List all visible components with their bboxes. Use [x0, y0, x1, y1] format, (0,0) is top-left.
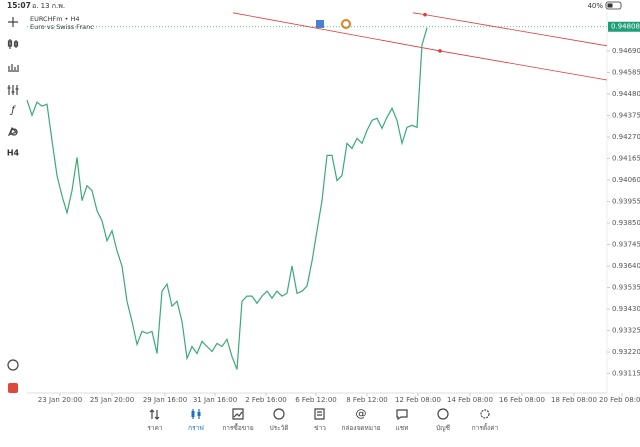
nav-icon[interactable]: [314, 408, 325, 420]
y-tick-label: 0.93220: [612, 348, 640, 356]
object-marker[interactable]: [316, 20, 324, 28]
settings-tool[interactable]: [7, 85, 19, 95]
x-tick-label: 31 Jan 16:00: [193, 396, 237, 404]
nav-label[interactable]: แชท: [396, 424, 409, 432]
object-marker[interactable]: [341, 19, 351, 29]
chart-symbol: EURCHFm • H4: [30, 15, 80, 23]
crosshair-tool[interactable]: [8, 17, 18, 27]
y-tick-label: 0.93745: [612, 240, 640, 248]
nav-label[interactable]: ประวัติ: [270, 424, 289, 432]
y-tick-label: 0.93850: [612, 219, 640, 227]
nav-icons: @: [149, 407, 490, 421]
y-tick-label: 0.93955: [612, 197, 640, 205]
y-tick-label: 0.94690: [612, 47, 640, 55]
nav-label[interactable]: บัญชี: [436, 424, 451, 432]
y-tick-label: 0.94165: [612, 154, 640, 162]
last-price-box: [608, 21, 640, 32]
x-tick-label: 6 Feb 12:00: [295, 396, 336, 404]
nav-icon[interactable]: [191, 411, 195, 417]
nav-icon[interactable]: [437, 408, 449, 420]
y-tick-label: 0.93430: [612, 305, 640, 313]
chart-description: Euro vs Swiss Franc: [30, 23, 94, 31]
last-price-label: 0.94808: [611, 23, 640, 31]
y-tick-label: 0.94270: [612, 133, 640, 141]
nav-label[interactable]: กราฟ: [188, 424, 204, 432]
y-tick-label: 0.94375: [612, 111, 640, 119]
trendline-anchor[interactable]: [423, 12, 427, 17]
y-tick-label: 0.94585: [612, 68, 640, 76]
x-tick-label: 23 Jan 20:00: [38, 396, 82, 404]
nav-icon[interactable]: [232, 408, 244, 420]
battery-icon: [605, 1, 622, 10]
left-toolbar: ƒ H4: [7, 17, 20, 393]
y-tick-label: 0.93115: [612, 370, 640, 378]
x-tick-label: 12 Feb 08:00: [395, 396, 441, 404]
indicator-tool[interactable]: [8, 64, 19, 72]
x-tick-label: 14 Feb 08:00: [447, 396, 493, 404]
x-tick-label: 25 Jan 20:00: [90, 396, 134, 404]
x-tick-label: 29 Jan 16:00: [143, 396, 187, 404]
battery-level: [607, 3, 613, 8]
x-tick-label: 16 Feb 08:00: [499, 396, 545, 404]
y-tick-label: 0.93535: [612, 284, 640, 292]
y-tick-label: 0.93640: [612, 262, 640, 270]
nav-icon[interactable]: @: [356, 407, 367, 420]
timeframe-button[interactable]: H4: [7, 149, 20, 158]
signal-tool[interactable]: [7, 359, 19, 371]
function-tool[interactable]: ƒ: [9, 105, 16, 116]
y-tick-label: 0.93325: [612, 327, 640, 335]
trendline-anchor[interactable]: [438, 49, 442, 53]
y-tick-label: 0.94060: [612, 176, 640, 184]
nav-label[interactable]: ราคา: [147, 424, 162, 432]
nav-icon[interactable]: [480, 409, 490, 419]
x-tick-label: 8 Feb 12:00: [346, 396, 387, 404]
price-line: [26, 27, 428, 370]
status-date: อ. 13 ก.พ.: [32, 2, 65, 10]
y-tick-label: 0.94480: [612, 90, 640, 98]
x-tick-label: 20 Feb 08:00: [599, 396, 640, 404]
nav-label[interactable]: การซื้อขาย: [222, 423, 253, 432]
status-battery: 40%: [587, 2, 603, 10]
x-tick-label: 2 Feb 16:00: [245, 396, 286, 404]
nav-label[interactable]: กล่องจดหมาย: [341, 424, 380, 432]
nav-icon[interactable]: [149, 409, 160, 420]
nav-label[interactable]: การตั้งค่า: [472, 423, 499, 432]
status-time: 15:07: [7, 1, 31, 10]
nav-icon[interactable]: [396, 409, 408, 421]
app-icon[interactable]: [8, 383, 18, 393]
shapes-tool[interactable]: [7, 126, 18, 137]
nav-label[interactable]: ข่าว: [314, 424, 326, 432]
x-tick-label: 18 Feb 08:00: [551, 396, 597, 404]
nav-icon[interactable]: [273, 408, 285, 420]
chart-type-tool[interactable]: [7, 39, 19, 49]
nav-icon[interactable]: [197, 412, 201, 416]
